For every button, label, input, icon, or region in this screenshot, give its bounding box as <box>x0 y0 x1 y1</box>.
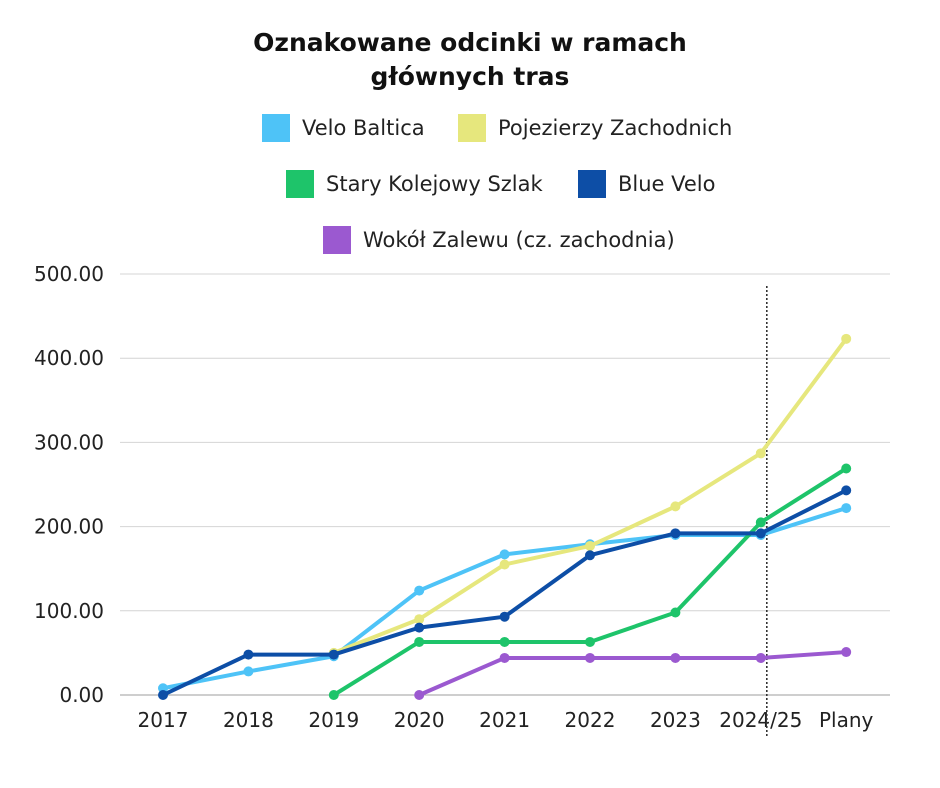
legend-swatch-stary-kolejowy-szlak <box>286 170 314 198</box>
legend-item-velo-baltica: Velo Baltica <box>262 113 425 143</box>
data-point-series-1 <box>841 333 852 344</box>
chart-title-line-1: Oznakowane odcinki w ramach <box>253 28 687 57</box>
data-point-series-1 <box>414 614 425 625</box>
data-point-series-0 <box>841 503 852 514</box>
x-tick-label: 2017 <box>138 708 189 732</box>
legend-item-pojezierzy-zachodnich: Pojezierzy Zachodnich <box>458 113 732 143</box>
data-point-series-2 <box>499 636 510 647</box>
y-tick-label: 0.00 <box>59 683 104 707</box>
data-point-series-3 <box>755 528 766 539</box>
data-point-series-4 <box>841 647 852 658</box>
legend-item-wokol-zalewu: Wokół Zalewu (cz. zachodnia) <box>323 225 675 255</box>
series-line-1 <box>331 336 849 655</box>
series-line-3 <box>161 488 849 697</box>
data-point-series-2 <box>670 607 681 618</box>
data-point-series-0 <box>243 666 254 677</box>
data-point-series-1 <box>585 540 595 551</box>
legend-swatch-pojezierzy-zachodnich <box>458 114 486 142</box>
legend-label-stary-kolejowy-szlak: Stary Kolejowy Szlak <box>326 172 543 196</box>
x-tick-label: 2019 <box>308 708 359 732</box>
data-point-series-2 <box>414 636 425 647</box>
x-tick-label: Plany <box>819 708 874 732</box>
data-point-series-4 <box>670 652 681 663</box>
legend-label-velo-baltica: Velo Baltica <box>302 116 425 140</box>
data-point-series-3 <box>499 611 510 622</box>
data-point-series-2 <box>328 690 339 700</box>
data-point-series-4 <box>755 652 766 663</box>
data-point-series-2 <box>755 517 766 528</box>
legend-label-wokol-zalewu: Wokół Zalewu (cz. zachodnia) <box>363 228 675 252</box>
data-point-series-2 <box>585 636 595 647</box>
legend-item-stary-kolejowy-szlak: Stary Kolejowy Szlak <box>286 169 543 199</box>
y-tick-label: 400.00 <box>34 346 104 370</box>
data-point-series-2 <box>841 463 852 474</box>
data-point-series-3 <box>585 550 595 561</box>
legend-label-blue-velo: Blue Velo <box>618 172 716 196</box>
y-tick-label: 300.00 <box>34 430 104 454</box>
chart-title-line-2: głównych tras <box>370 62 570 91</box>
data-point-series-4 <box>585 652 595 663</box>
legend-item-blue-velo: Blue Velo <box>578 169 715 199</box>
data-point-series-3 <box>841 485 852 496</box>
legend-label-pojezierzy-zachodnich: Pojezierzy Zachodnich <box>498 116 733 140</box>
data-point-series-1 <box>670 501 681 512</box>
legend-swatch-blue-velo <box>578 170 606 198</box>
x-tick-label: 2020 <box>394 708 445 732</box>
x-tick-label: 2022 <box>565 708 616 732</box>
data-point-series-1 <box>755 448 766 459</box>
data-point-series-3 <box>670 528 681 539</box>
y-tick-label: 200.00 <box>34 515 104 539</box>
legend-swatch-wokol-zalewu <box>323 226 351 254</box>
legend-swatch-velo-baltica <box>262 114 290 142</box>
series-line-4 <box>417 650 849 697</box>
data-point-series-3 <box>158 690 168 700</box>
data-point-series-3 <box>414 622 425 633</box>
data-point-series-1 <box>499 559 510 570</box>
data-point-series-4 <box>499 652 510 663</box>
data-point-series-3 <box>243 649 254 660</box>
data-point-series-4 <box>414 690 425 700</box>
x-tick-label: 2018 <box>223 708 274 732</box>
x-tick-label: 2023 <box>650 708 701 732</box>
data-point-series-3 <box>328 649 339 660</box>
x-tick-label: 2021 <box>479 708 530 732</box>
y-tick-label: 100.00 <box>34 599 104 623</box>
data-point-series-0 <box>414 585 425 596</box>
y-tick-label: 500.00 <box>34 262 104 286</box>
x-tick-label: 2024/25 <box>719 708 802 732</box>
data-point-series-0 <box>499 549 510 560</box>
